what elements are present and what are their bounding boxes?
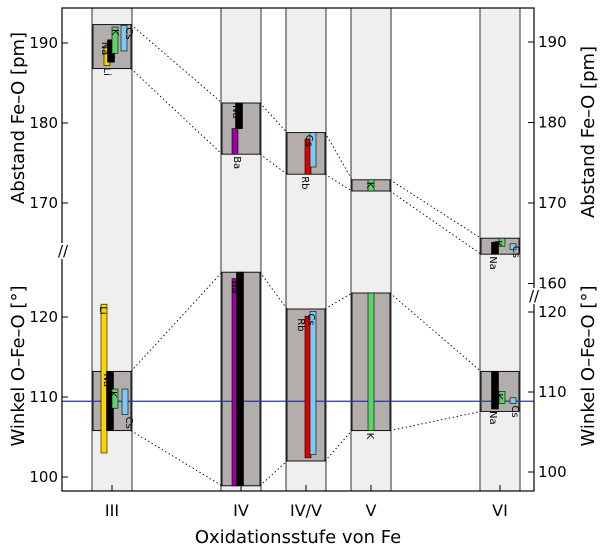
angle-connector-2-1	[324, 430, 353, 462]
distance-bar-label-Cs: Cs	[510, 246, 521, 258]
y-tick-angle-right-label: 120	[538, 303, 567, 321]
distance-bar-Cs	[509, 243, 517, 250]
angle-bar-label-Cs: Cs	[123, 417, 134, 429]
distance-bar-Na	[235, 102, 243, 129]
y-axis-title-top-right: Abstand Fe–O [pm]	[578, 46, 599, 218]
distance-bar-K	[498, 237, 506, 247]
distance-bar-label-Cs: Cs	[303, 135, 314, 147]
y-tick-distance-right-label: 170	[538, 194, 567, 212]
distance-connector-1-1	[259, 153, 288, 175]
y-tick-distance-left-label: 180	[29, 114, 58, 132]
distance-connector-2-0	[324, 132, 353, 181]
axis-break-mark-right: //	[529, 287, 540, 305]
axis-ticks: 170 180 190 100 110 120 160 170 180 190 100 110 120	[29, 33, 567, 491]
angle-bar-K	[111, 388, 119, 409]
distance-bar-label-K: K	[109, 29, 120, 36]
angle-bar-label-K: K	[107, 391, 118, 398]
angle-bar-K	[498, 391, 506, 404]
distance-connector-1-0	[259, 102, 288, 133]
angle-connector-3-0	[389, 292, 482, 372]
angle-bar-Na	[236, 271, 244, 487]
y-tick-distance-right-label: 160	[538, 275, 567, 293]
angle-bar-Cs	[309, 311, 317, 455]
y-tick-angle-right-label: 100	[538, 463, 567, 481]
distance-bar-Cs	[120, 25, 128, 52]
angle-bar-label-K: K	[364, 433, 375, 440]
angle-connector-0-0	[130, 271, 223, 372]
angle-connector-0-1	[130, 430, 223, 487]
angle-bar-label-Ba: Ba	[229, 281, 240, 294]
y-axis-title-bottom-right: Winkel O–Fe–O [°]	[578, 286, 599, 447]
y-tick-angle-right-label: 110	[538, 383, 567, 401]
y-tick-angle-left-label: 120	[29, 308, 58, 326]
y-tick-distance-right-label: 180	[538, 114, 567, 132]
distance-connector-2-1	[324, 173, 353, 192]
distance-bar-K	[111, 26, 119, 54]
x-tick-label: IV	[233, 501, 249, 520]
y-tick-distance-left-label: 190	[29, 34, 58, 52]
y-axis-title-top-left: Abstand Fe–O [pm]	[8, 32, 29, 204]
element-bars	[100, 25, 517, 487]
angle-bar-Na	[491, 371, 499, 410]
angle-bar-label-Cs: Cs	[305, 313, 316, 325]
axis-break-mark-left: //	[58, 242, 69, 260]
distance-bar-label-Li: Li	[101, 67, 112, 75]
distance-bar-Cs	[309, 132, 317, 168]
distance-bar-label-Na: Na	[99, 42, 110, 56]
angle-connector-2-0	[324, 292, 353, 310]
axis-break-left: //	[54, 242, 72, 260]
distance-connector-0-0	[130, 24, 223, 104]
x-tick-label: IV/V	[290, 501, 322, 520]
angle-bar-Cs	[509, 397, 517, 404]
y-tick-distance-right-label: 190	[538, 33, 567, 51]
angle-bar-label-Na: Na	[487, 411, 498, 425]
distance-connector-3-1	[389, 190, 482, 255]
distance-bar-Na	[491, 241, 499, 255]
angle-bar-label-Na: Na	[101, 373, 112, 387]
y-tick-distance-left-label: 170	[29, 194, 58, 212]
distance-bar-label-Na: Na	[487, 256, 498, 270]
distance-bar-label-K: K	[364, 182, 375, 189]
distance-bar-label-K: K	[492, 240, 503, 247]
x-tick-label: V	[366, 501, 377, 520]
x-tick-label: VI	[492, 501, 508, 520]
angle-bar-label-Na: Na	[233, 274, 244, 288]
distance-bar-K	[367, 179, 375, 192]
distance-bar-label-Cs: Cs	[123, 27, 134, 39]
y-axis-title-bottom-left: Winkel O–Fe–O [°]	[8, 286, 29, 447]
angle-bar-label-Li: Li	[97, 306, 108, 314]
distance-bar-label-Na: Na	[230, 105, 241, 119]
x-tick-label: III	[105, 501, 119, 520]
y-tick-angle-left-label: 110	[29, 388, 58, 406]
angle-bar-label-Rb: Rb	[295, 318, 306, 331]
angle-bar-Cs	[121, 388, 129, 415]
distance-bar-Ba	[231, 128, 239, 155]
angle-bar-label-Cs: Cs	[509, 405, 520, 417]
axis-break-right: //	[525, 287, 543, 305]
distance-bar-label-Ba: Ba	[231, 156, 242, 169]
x-axis-title: Oxidationsstufe von Fe	[195, 527, 401, 548]
distance-bar-label-Rb: Rb	[299, 176, 310, 189]
connector-lines	[130, 24, 482, 487]
angle-bar-label-K: K	[493, 393, 504, 400]
distance-connector-0-1	[130, 68, 223, 155]
angle-bar-K	[367, 292, 375, 431]
y-tick-angle-left-label: 100	[29, 468, 58, 486]
